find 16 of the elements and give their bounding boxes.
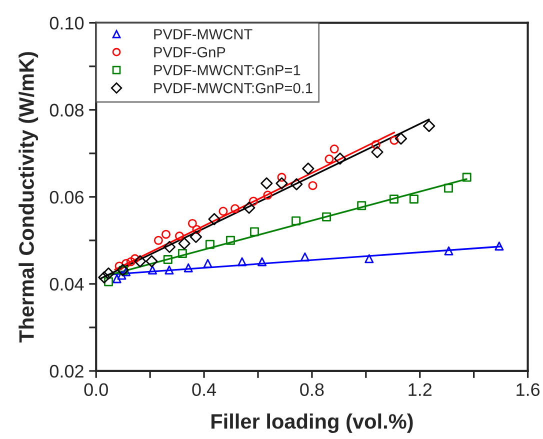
y-tick-label: 0.02 [50,364,84,378]
legend-label: PVDF-MWCNT:GnP=0.1 [154,82,312,94]
y-tick-label: 0.08 [50,104,84,117]
x-tick-label: 0.4 [192,383,216,396]
x-tick-label: 1.6 [516,383,540,396]
legend-label: PVDF-MWCNT:GnP=1 [154,64,300,76]
x-tick-label: 0.0 [84,383,108,396]
y-tick-label: 0.04 [50,278,84,291]
y-tick-label: 0.06 [50,190,84,204]
y-tick-label: 0.10 [50,16,84,30]
y-axis-title: Thermal Conductivity (W/mK) [18,52,38,342]
legend-label: PVDF-MWCNT [154,29,252,40]
legend-label: PVDF-GnP [154,47,226,58]
x-tick-label: 0.8 [300,383,324,396]
x-tick-label: 1.2 [408,383,432,396]
x-axis-title: Filler loading (vol.%) [211,413,413,433]
